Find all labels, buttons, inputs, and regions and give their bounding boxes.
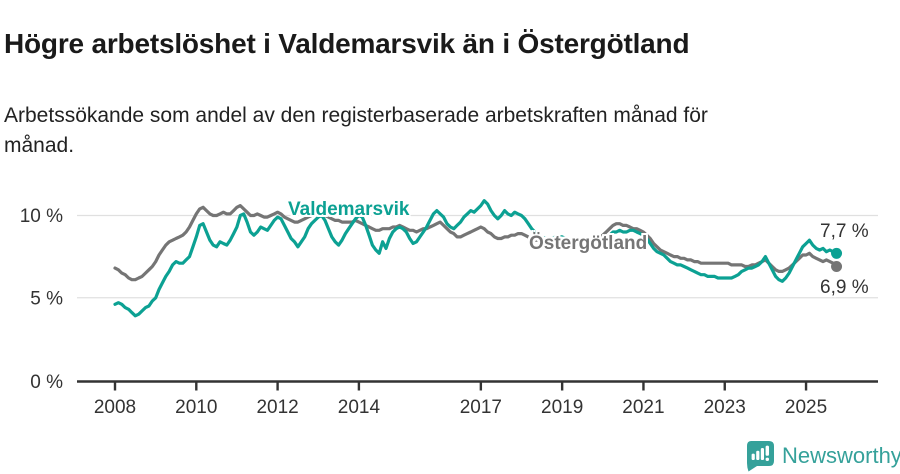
- y-tick-label: 0 %: [30, 372, 63, 393]
- x-tick-label: 2008: [94, 397, 136, 418]
- y-tick-label: 10 %: [20, 206, 63, 227]
- series-label-ostergotland: Östergötland: [529, 233, 648, 254]
- x-tick-label: 2014: [338, 397, 381, 418]
- series-line-östergötland: [113, 204, 839, 282]
- x-tick-label: 2023: [704, 397, 746, 418]
- series-line-valdemarsvik: [113, 199, 839, 318]
- x-tick-label: 2010: [175, 397, 217, 418]
- x-tick-label: 2025: [785, 397, 827, 418]
- series-label-valdemarsvik: Valdemarsvik: [288, 199, 410, 220]
- x-tick-label: 2021: [622, 397, 664, 418]
- x-tick-label: 2019: [541, 397, 583, 418]
- newsworthy-logo-icon: [744, 440, 775, 472]
- chart-subtitle: Arbetssökande som andel av den registerb…: [4, 104, 708, 157]
- newsworthy-brand-link[interactable]: Newsworthy: [744, 439, 900, 473]
- series-end-dot-östergötland: [831, 260, 843, 272]
- page-title: Högre arbetslöshet i Valdemarsvik än i Ö…: [4, 27, 690, 59]
- series-end-dot-valdemarsvik: [831, 247, 843, 259]
- x-tick-label: 2017: [460, 397, 502, 418]
- y-tick-label: 5 %: [30, 288, 63, 309]
- brand-name: Newsworthy: [782, 443, 900, 468]
- end-value-label-valdemarsvik: 7,7 %: [820, 221, 869, 242]
- end-value-label-ostergotland: 6,9 %: [820, 277, 869, 298]
- x-tick-label: 2012: [256, 397, 298, 418]
